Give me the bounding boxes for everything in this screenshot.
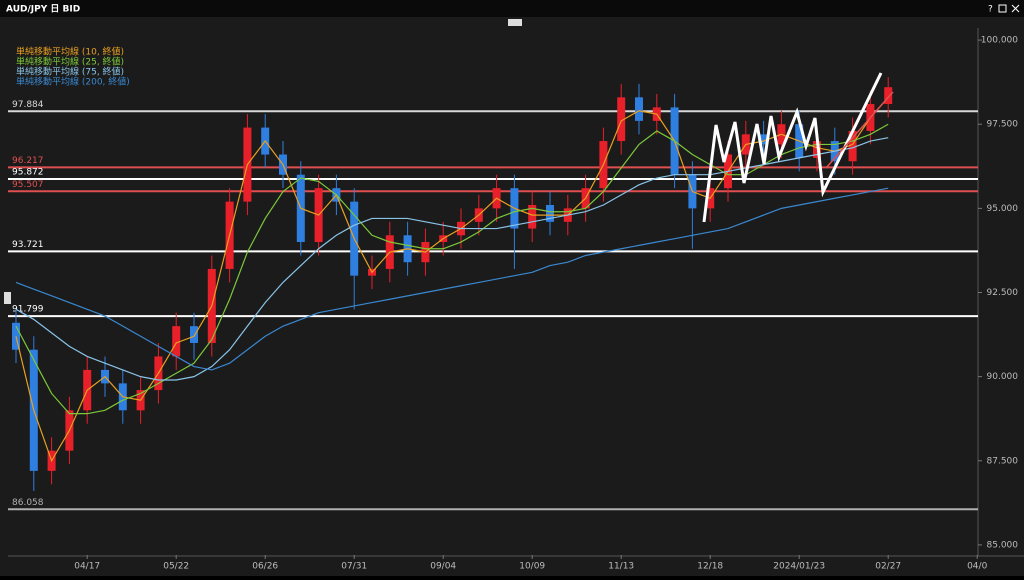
title-bar: [0, 0, 1024, 17]
level-label: 97.884: [12, 100, 44, 110]
legend-entry: 単純移動平均線 (25, 終値): [16, 56, 124, 68]
level-label: 91.799: [12, 305, 44, 315]
x-tick-label: 04/17: [74, 562, 100, 572]
window-title: AUD/JPY 日 BID: [6, 4, 80, 15]
x-tick-label: 05/22: [163, 562, 189, 572]
help-button[interactable]: ?: [988, 5, 993, 15]
x-tick-label: 07/31: [341, 562, 367, 572]
x-tick-label: 02/27: [875, 562, 901, 572]
legend-entry: 単純移動平均線 (10, 終値): [16, 46, 124, 58]
candle-body: [759, 134, 768, 145]
level-label: 95.507: [12, 180, 44, 190]
candle-body: [635, 97, 643, 121]
level-label: 93.721: [12, 240, 44, 250]
y-tick-label: 95.000: [987, 204, 1019, 214]
x-tick-label: 12/18: [697, 562, 723, 572]
maximize-button[interactable]: [998, 4, 1007, 13]
drawn-zigzag: [702, 72, 883, 223]
legend-entry: 単純移動平均線 (75, 終値): [16, 66, 124, 78]
close-button[interactable]: [1011, 4, 1020, 13]
legend-entry: 単純移動平均線 (200, 終値): [16, 76, 130, 88]
y-tick-label: 85.000: [987, 540, 1019, 550]
level-label: 95.872: [12, 168, 44, 178]
y-tick-label: 90.000: [987, 372, 1019, 382]
drawn-trendline: [825, 91, 894, 169]
candle-body: [190, 326, 198, 343]
collapse-handle[interactable]: [508, 19, 522, 26]
x-tick-label: 2024/01/23: [773, 562, 825, 572]
candle-body: [528, 205, 537, 229]
y-tick-label: 87.500: [987, 456, 1019, 466]
level-label: 86.058: [12, 498, 44, 508]
side-handle[interactable]: [4, 292, 11, 304]
candle-body: [546, 205, 554, 222]
y-tick-label: 92.500: [987, 288, 1019, 298]
x-tick-label: 09/04: [430, 562, 456, 572]
x-tick-label: 11/13: [608, 562, 634, 572]
candle-body: [848, 130, 857, 162]
moving-average-line: [15, 187, 889, 371]
x-tick-label: 06/26: [252, 562, 278, 572]
y-tick-label: 100.000: [981, 36, 1018, 46]
moving-average-line: [15, 96, 889, 463]
candle-body: [172, 326, 181, 357]
plot: 85.000 87.500 90.000 92.500 95.000 97.500 100.…: [8, 36, 1018, 572]
y-tick-label: 97.500: [987, 120, 1019, 130]
level-label: 96.217: [12, 156, 44, 166]
candle-body: [884, 87, 893, 105]
x-tick-label: 10/09: [519, 562, 545, 572]
x-tick-label: 04/0: [967, 562, 987, 572]
candle-body: [617, 97, 626, 142]
